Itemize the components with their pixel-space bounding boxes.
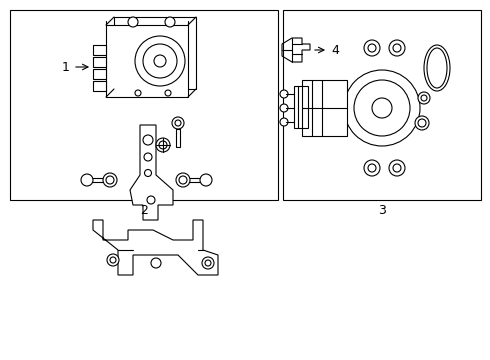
Circle shape xyxy=(202,257,214,269)
Circle shape xyxy=(179,176,187,184)
Polygon shape xyxy=(93,220,218,275)
Bar xyxy=(283,10,481,200)
Bar xyxy=(183,178,205,182)
Circle shape xyxy=(354,80,410,136)
Circle shape xyxy=(145,170,151,176)
Circle shape xyxy=(143,44,177,78)
Circle shape xyxy=(159,141,167,149)
Ellipse shape xyxy=(427,48,447,88)
Circle shape xyxy=(107,254,119,266)
Circle shape xyxy=(103,173,117,187)
Circle shape xyxy=(135,36,185,86)
Circle shape xyxy=(128,17,138,27)
Bar xyxy=(302,80,347,136)
Bar xyxy=(88,178,110,182)
Circle shape xyxy=(393,44,401,52)
Circle shape xyxy=(418,92,430,104)
Circle shape xyxy=(415,116,429,130)
Circle shape xyxy=(200,174,212,186)
Circle shape xyxy=(368,164,376,172)
Circle shape xyxy=(372,98,392,118)
Circle shape xyxy=(172,117,184,129)
Circle shape xyxy=(156,138,170,152)
Circle shape xyxy=(393,164,401,172)
Circle shape xyxy=(154,55,166,67)
Bar xyxy=(176,129,180,147)
Bar xyxy=(10,10,278,200)
Circle shape xyxy=(165,17,175,27)
Circle shape xyxy=(175,120,181,126)
Circle shape xyxy=(176,173,190,187)
Circle shape xyxy=(344,70,420,146)
Circle shape xyxy=(364,160,380,176)
Circle shape xyxy=(368,44,376,52)
Circle shape xyxy=(389,160,405,176)
Circle shape xyxy=(280,90,288,98)
Ellipse shape xyxy=(424,45,450,91)
Text: 3: 3 xyxy=(378,203,386,216)
Text: 4: 4 xyxy=(331,44,339,57)
Circle shape xyxy=(144,153,152,161)
Circle shape xyxy=(205,260,211,266)
Circle shape xyxy=(418,119,426,127)
Circle shape xyxy=(280,104,288,112)
Text: 1: 1 xyxy=(62,60,70,73)
Circle shape xyxy=(165,90,171,96)
Bar xyxy=(93,57,106,67)
Circle shape xyxy=(364,40,380,56)
Text: 2: 2 xyxy=(140,203,148,216)
Bar xyxy=(93,81,106,91)
Bar xyxy=(294,86,308,128)
Circle shape xyxy=(151,258,161,268)
Circle shape xyxy=(421,95,427,101)
Circle shape xyxy=(280,118,288,126)
Circle shape xyxy=(135,90,141,96)
Circle shape xyxy=(110,257,116,263)
Polygon shape xyxy=(130,125,173,220)
Bar xyxy=(93,45,106,55)
Circle shape xyxy=(147,196,155,204)
Bar xyxy=(93,69,106,79)
Circle shape xyxy=(106,176,114,184)
Bar xyxy=(106,25,188,97)
Circle shape xyxy=(143,135,153,145)
Polygon shape xyxy=(282,38,310,62)
Circle shape xyxy=(81,174,93,186)
Bar xyxy=(114,17,196,89)
Circle shape xyxy=(389,40,405,56)
